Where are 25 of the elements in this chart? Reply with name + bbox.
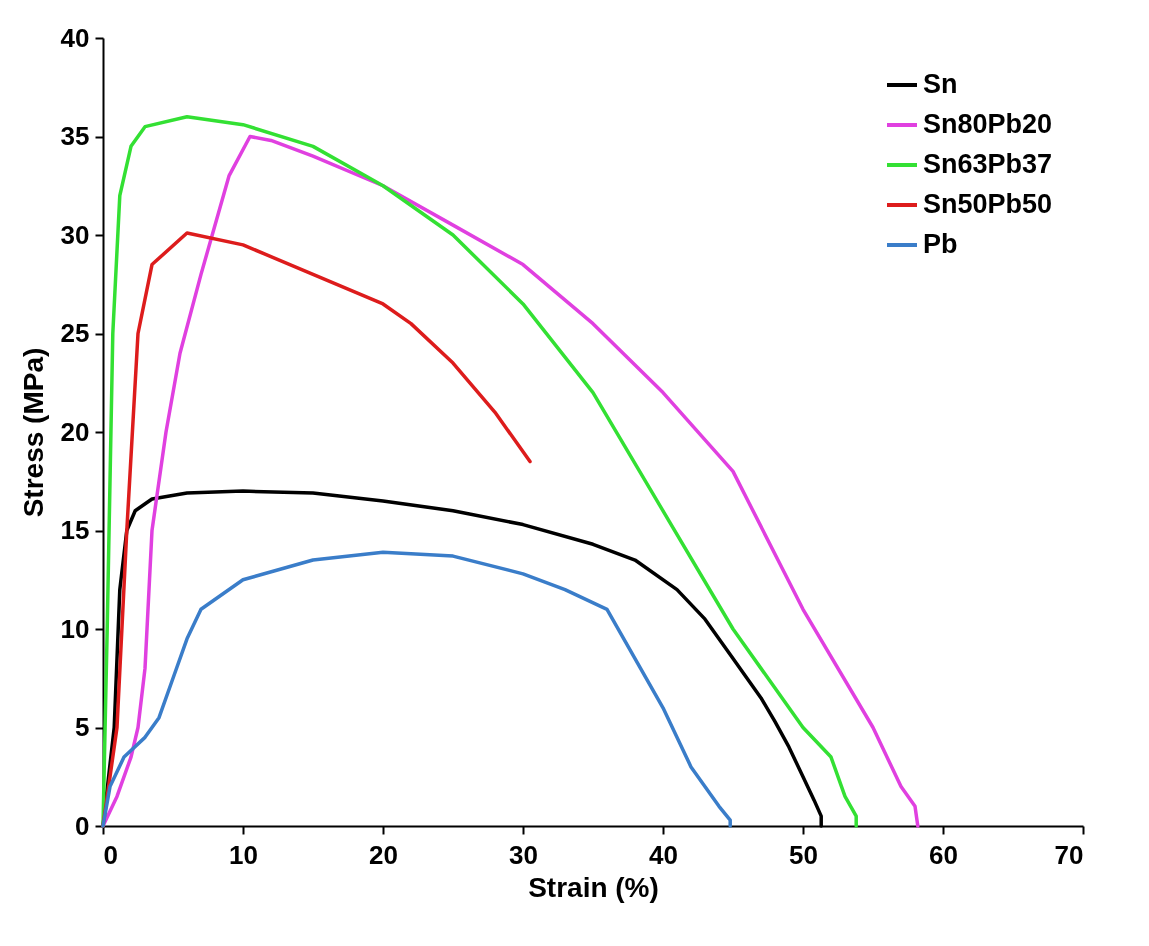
y-tick-label: 35 [60, 121, 90, 151]
x-tick-label: 20 [369, 839, 398, 870]
legend-label: Sn63Pb37 [923, 149, 1053, 179]
line-series [101, 550, 732, 828]
y-axis-title: Stress (MPa) [17, 347, 49, 518]
x-tick-label: 0 [103, 839, 118, 870]
x-tick-label: 40 [649, 839, 678, 870]
y-tick-label: 15 [60, 515, 90, 545]
y-tick-label: 40 [60, 22, 90, 53]
legend-label: Sn50Pb50 [923, 189, 1053, 219]
y-tick-label: 5 [75, 712, 90, 742]
legend-label: Pb [923, 229, 958, 259]
x-tick-label: 70 [1054, 839, 1084, 870]
y-tick-label: 20 [60, 416, 90, 447]
y-tick-label: 25 [60, 318, 90, 348]
x-tick-label: 30 [509, 839, 538, 870]
x-tick-label: 50 [789, 839, 818, 870]
legend-label: Sn [923, 69, 958, 99]
y-tick-label: 10 [60, 613, 90, 644]
y-tick-label: 0 [75, 810, 90, 841]
x-tick-label: 10 [229, 839, 258, 870]
x-axis-title: Strain (%) [528, 871, 659, 903]
legend-label: Sn80Pb20 [923, 109, 1053, 139]
x-tick-label: 60 [929, 839, 958, 870]
y-tick-label: 30 [60, 219, 90, 250]
